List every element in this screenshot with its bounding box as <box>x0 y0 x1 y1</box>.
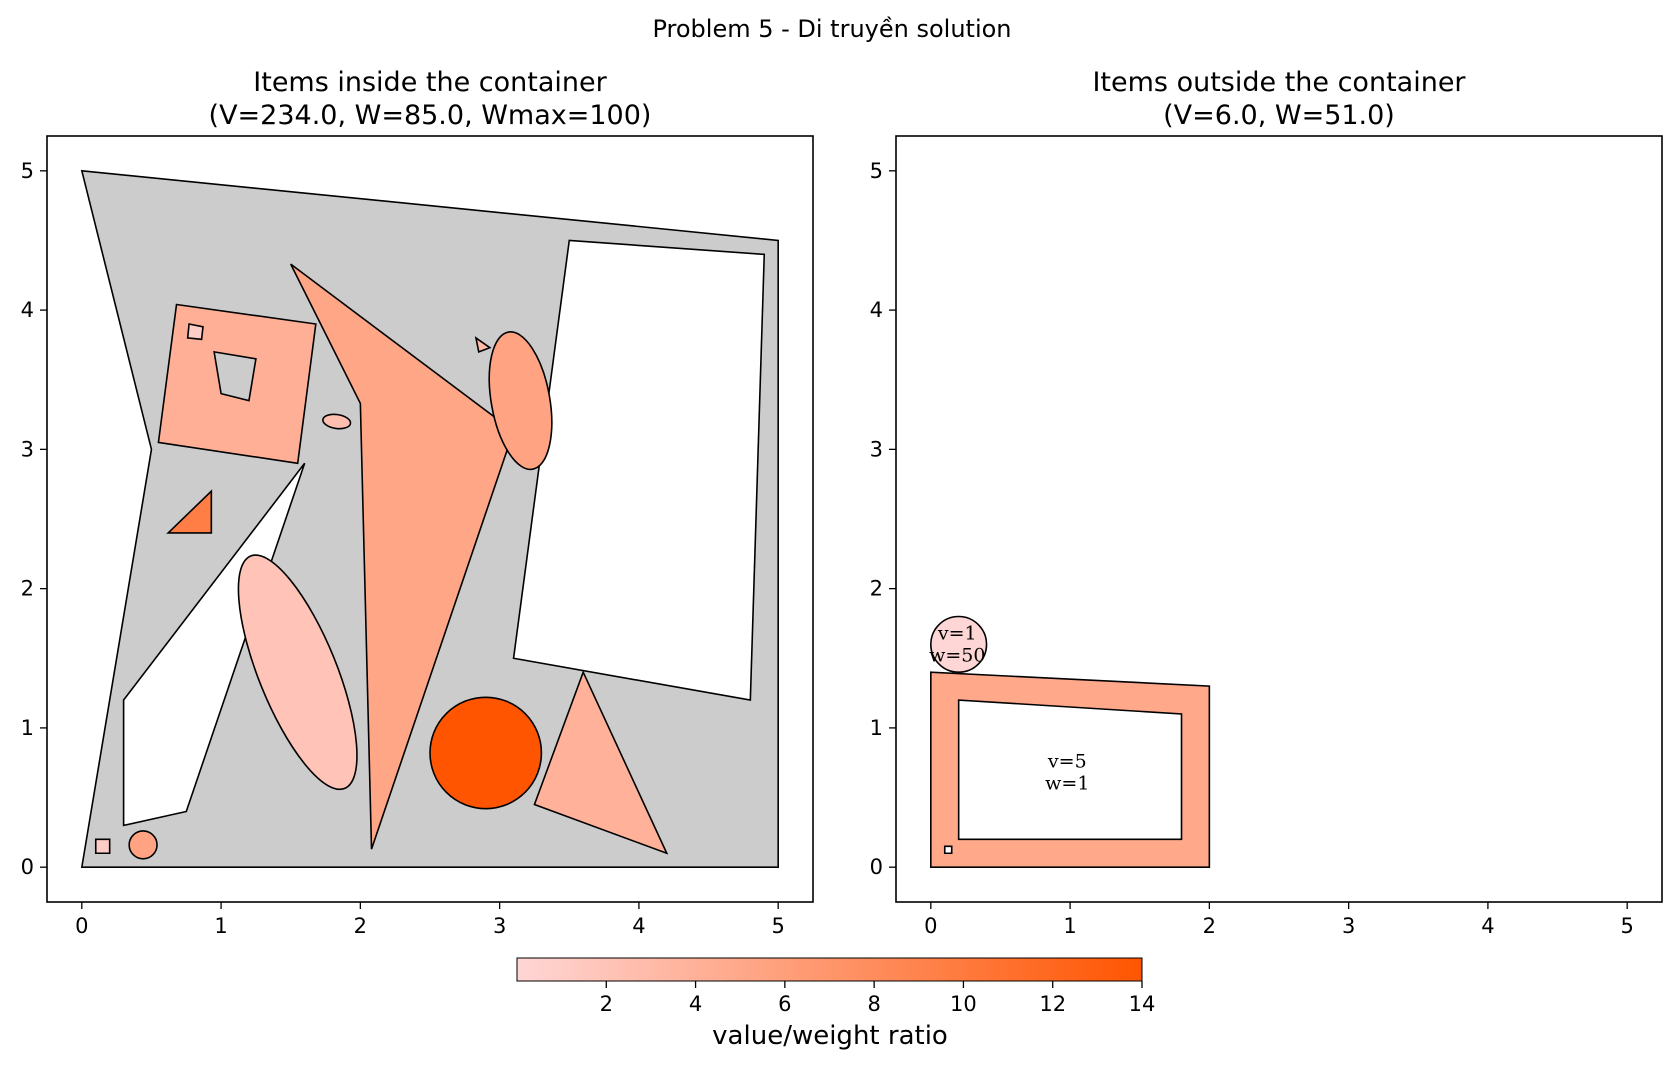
axes-frame <box>895 135 1663 903</box>
x-tick-label: 1 <box>214 914 227 938</box>
x-tick-label: 2 <box>354 914 367 938</box>
item-circle <box>128 830 158 860</box>
panel-items-inside: Items inside the container (V=234.0, W=85… <box>21 67 814 938</box>
item-ellipse <box>237 554 358 791</box>
x-tick-label: 0 <box>924 914 937 938</box>
colorbar: 2 4 6 8 10 12 14 value/weight ratio <box>516 957 1156 1051</box>
plot-area <box>80 169 779 868</box>
x-tick-label: 0 <box>75 914 88 938</box>
colorbar-tick-label: 14 <box>1129 992 1156 1016</box>
panel-title-line: (V=234.0, W=85.0, Wmax=100) <box>209 100 652 131</box>
y-tick-label: 5 <box>21 159 34 183</box>
item-ellipse <box>322 413 352 430</box>
y-tick-label: 3 <box>870 437 883 461</box>
item-polygon <box>930 671 1211 868</box>
axes-frame <box>46 135 814 903</box>
item-circle <box>930 615 988 673</box>
colorbar-tick-label: 10 <box>950 992 977 1016</box>
item-polygon <box>533 670 669 855</box>
item-polygon <box>474 336 492 353</box>
y-tick-label: 2 <box>21 577 34 601</box>
x-tick-label: 5 <box>1620 914 1633 938</box>
x-tick-label: 2 <box>1203 914 1216 938</box>
colorbar-ticks: 2 4 6 8 10 12 14 <box>600 981 1156 1016</box>
item-annotation: v=1 <box>937 622 977 644</box>
panel-title: Items inside the container (V=234.0, W=85… <box>209 67 652 131</box>
item-annotation: w=1 <box>1045 772 1089 794</box>
y-tick-label: 1 <box>870 716 883 740</box>
plot-area: v=5w=1 v=1w=50 <box>929 615 1211 868</box>
item-polygon <box>290 263 515 850</box>
y-tick-label: 0 <box>21 855 34 879</box>
item-annotation: w=50 <box>929 644 985 666</box>
y-tick-label: 2 <box>870 577 883 601</box>
panel-title-line: Items inside the container <box>253 67 607 98</box>
colorbar-tick-label: 2 <box>600 992 613 1016</box>
colorbar-tick-label: 4 <box>689 992 702 1016</box>
item-polygon <box>186 323 204 341</box>
colorbar-gradient <box>516 957 1143 982</box>
y-tick-label: 5 <box>870 159 883 183</box>
x-tick-label: 4 <box>1481 914 1494 938</box>
item-annotation: v=5 <box>1047 750 1087 772</box>
item-polygon <box>157 303 317 465</box>
item-ellipse <box>488 331 553 471</box>
colorbar-tick-label: 12 <box>1039 992 1066 1016</box>
item-circle <box>429 696 543 810</box>
item-polygon <box>943 845 953 855</box>
y-tick-label: 4 <box>21 298 34 322</box>
x-tick-label: 1 <box>1063 914 1076 938</box>
x-tick-label: 5 <box>771 914 784 938</box>
y-tick-label: 4 <box>870 298 883 322</box>
item-polygon <box>166 489 213 534</box>
colorbar-tick-label: 8 <box>867 992 880 1016</box>
x-tick-label: 3 <box>493 914 506 938</box>
x-tick-label: 4 <box>632 914 645 938</box>
panel-title-line: Items outside the container <box>1092 67 1466 98</box>
panel-items-outside: Items outside the container (V=6.0, W=51.… <box>870 67 1663 938</box>
colorbar-tick-label: 6 <box>778 992 791 1016</box>
panel-title: Items outside the container (V=6.0, W=51.… <box>1092 67 1466 131</box>
x-tick-label: 3 <box>1342 914 1355 938</box>
figure-suptitle: Problem 5 - Di truyền solution <box>652 15 1011 43</box>
y-tick-label: 1 <box>21 716 34 740</box>
y-tick-label: 0 <box>870 855 883 879</box>
panel-title-line: (V=6.0, W=51.0) <box>1163 100 1395 131</box>
item-polygon <box>94 838 111 855</box>
y-tick-label: 3 <box>21 437 34 461</box>
colorbar-label: value/weight ratio <box>712 1021 948 1051</box>
